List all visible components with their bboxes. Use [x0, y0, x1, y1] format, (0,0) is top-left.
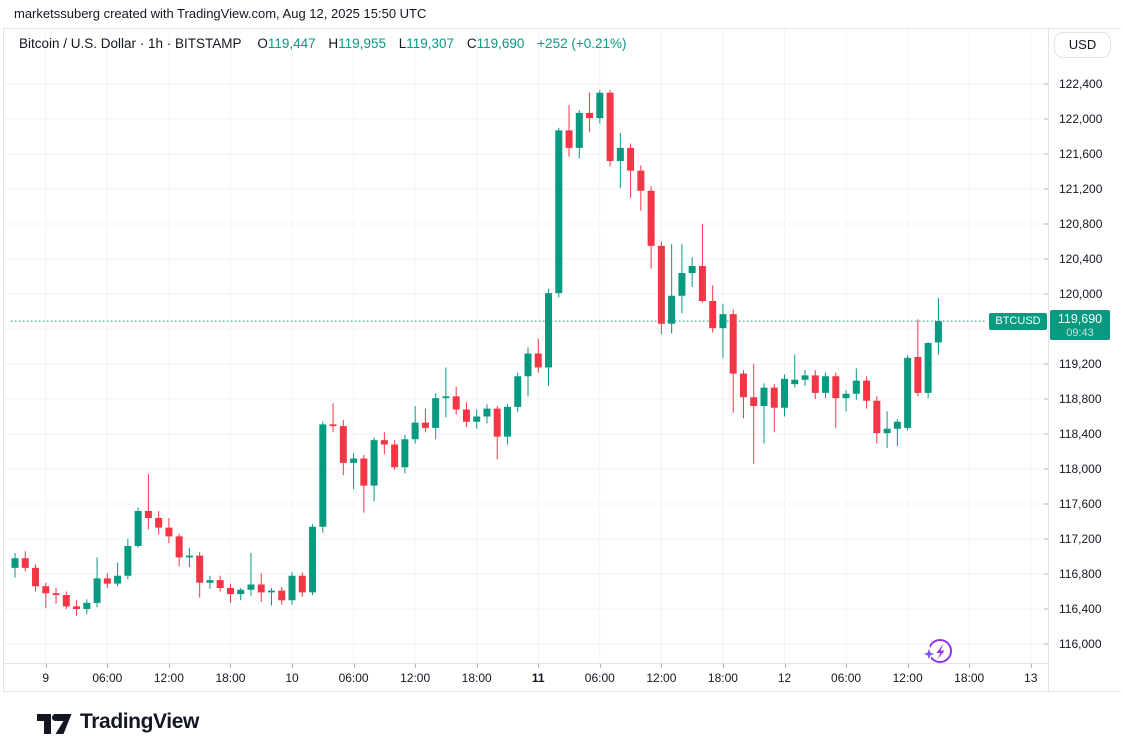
price-tick-label: 122,000 — [1059, 112, 1103, 126]
price-tick-label: 118,800 — [1059, 392, 1102, 406]
price-tick-label: 117,600 — [1059, 497, 1102, 511]
time-tick-label: 12:00 — [153, 671, 184, 685]
time-tick-label: 18:00 — [461, 671, 492, 685]
tradingview-logo-text: TradingView — [80, 710, 199, 733]
change-value: +252 (+0.21%) — [537, 36, 627, 51]
time-tickmark — [722, 664, 724, 668]
time-tickmark — [661, 664, 663, 668]
time-tick-label: 12 — [777, 671, 792, 685]
price-tick-label: 122,400 — [1059, 77, 1103, 91]
currency-unit-button[interactable]: USD — [1054, 32, 1111, 58]
time-tickmark — [292, 664, 294, 668]
price-tick-label: 121,600 — [1059, 147, 1103, 161]
ohlc-open: O119,447 — [257, 36, 316, 51]
time-tickmark — [45, 664, 47, 668]
price-tick-label: 116,000 — [1059, 637, 1102, 651]
price-tick-label: 116,800 — [1059, 567, 1102, 581]
attribution-text: marketssuberg created with TradingView.c… — [14, 6, 427, 21]
time-tick-label: 06:00 — [92, 671, 123, 685]
time-tickmark — [415, 664, 417, 668]
time-tickmark — [538, 664, 540, 668]
chart-pane[interactable]: Bitcoin / U.S. Dollar · 1h · BITSTAMP O1… — [4, 29, 1048, 663]
time-tick-label: 12:00 — [646, 671, 677, 685]
time-tickmark — [784, 664, 786, 668]
price-tick-label: 120,400 — [1059, 252, 1103, 266]
sparkle-icon — [919, 644, 939, 663]
time-tick-label: 12:00 — [892, 671, 923, 685]
price-tick-label: 116,400 — [1059, 602, 1102, 616]
time-tick-label: 18:00 — [707, 671, 738, 685]
price-tick-label: 118,000 — [1059, 462, 1102, 476]
time-tick-label: 11 — [531, 671, 545, 685]
time-tick-label: 10 — [285, 671, 299, 685]
last-price-value: 119,690 — [1057, 312, 1103, 327]
ohlc-high: H119,955 — [328, 36, 386, 51]
ohlc-low: L119,307 — [398, 36, 455, 51]
price-tick-label: 117,200 — [1059, 532, 1102, 546]
price-tick-label: 121,200 — [1059, 182, 1103, 196]
time-tickmark — [907, 664, 909, 668]
price-tick-label: 119,200 — [1059, 357, 1102, 371]
time-tick-label: 18:00 — [954, 671, 985, 685]
candlestick-chart — [4, 29, 1048, 663]
footer-bar: TradingView — [0, 692, 1123, 752]
chart-widget: Bitcoin / U.S. Dollar · 1h · BITSTAMP O1… — [3, 28, 1121, 692]
time-tickmark — [969, 664, 971, 668]
last-price-badge: 119,690 09:43 — [1050, 310, 1110, 341]
time-tickmark — [599, 664, 601, 668]
time-tickmark — [353, 664, 355, 668]
time-tick-label: 06:00 — [338, 671, 369, 685]
time-tickmark — [230, 664, 232, 668]
symbol-title[interactable]: Bitcoin / U.S. Dollar · 1h · BITSTAMP — [19, 36, 242, 51]
price-tick-label: 120,000 — [1059, 287, 1103, 301]
price-axis[interactable]: USD 122,400 122,000 121,600 121,200 120,800 1… — [1048, 29, 1121, 691]
price-tick-label: 118,400 — [1059, 427, 1102, 441]
symbol-legend: Bitcoin / U.S. Dollar · 1h · BITSTAMP O1… — [19, 35, 626, 53]
time-tick-label: 9 — [42, 671, 50, 685]
time-axis[interactable]: 9 06:00 12:00 18:00 10 06:00 12:00 18:00 11 06:00… — [4, 663, 1048, 691]
time-tick-label: 06:00 — [831, 671, 862, 685]
time-tickmark — [107, 664, 109, 668]
time-tick-label: 06:00 — [584, 671, 615, 685]
time-tickmark — [168, 664, 170, 668]
price-tick-label: 120,800 — [1059, 217, 1103, 231]
bar-close-countdown: 09:43 — [1066, 327, 1094, 340]
ohlc-close: C119,690 — [466, 36, 525, 51]
tradingview-logo-icon — [37, 713, 72, 734]
time-tickmark — [476, 664, 478, 668]
flash-icon — [936, 643, 945, 660]
tradingview-logo[interactable]: TradingView — [36, 708, 199, 736]
symbol-price-line-label: BTCUSD — [989, 312, 1047, 330]
time-tickmark — [846, 664, 848, 668]
time-tick-label: 13 — [1024, 671, 1038, 685]
time-tickmark — [1030, 664, 1032, 668]
time-tick-label: 18:00 — [215, 671, 246, 685]
time-tick-label: 12:00 — [400, 671, 431, 685]
